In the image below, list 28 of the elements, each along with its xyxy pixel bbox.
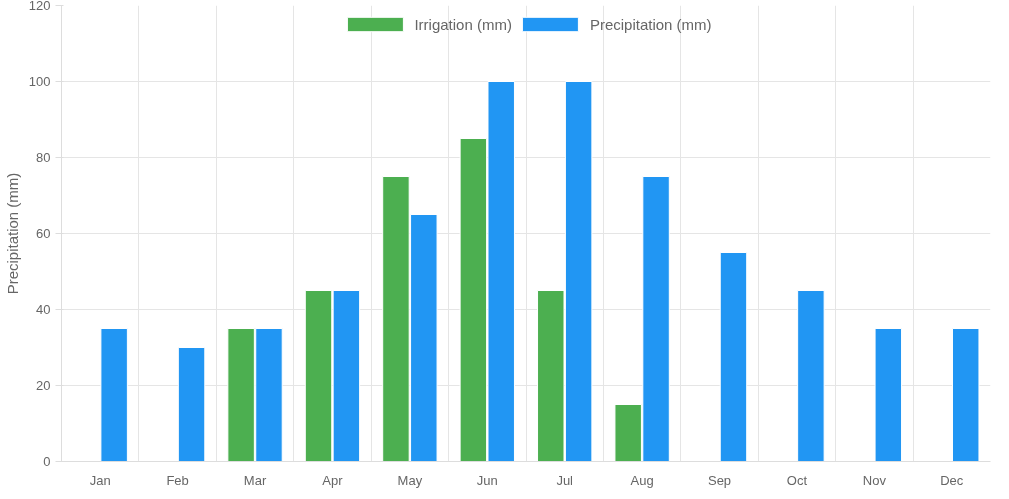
y-tick-label: 40 [36,302,51,317]
bar [874,328,903,462]
y-axis-title: Precipitation (mm) [3,172,21,295]
y-tick-label: 0 [43,454,51,469]
bar [100,328,128,462]
x-tick-label: Jul [556,472,574,488]
y-tick-label: 80 [36,150,51,165]
legend-label: Precipitation (mm) [589,15,712,33]
x-tick-label: Nov [862,472,887,488]
y-tick-label: 60 [36,226,51,241]
y-tick-label: 20 [36,378,51,393]
x-tick-label: Sep [707,472,732,488]
x-tick-label: Jan [89,472,111,488]
x-tick-label: May [397,472,423,488]
x-tick-label: Aug [630,472,654,488]
legend-label: Irrigation (mm) [414,15,512,33]
y-tick-label: 100 [28,74,51,89]
bar [177,347,206,462]
bar [951,328,980,462]
bar [797,290,825,462]
x-tick-label: Dec [940,472,964,488]
y-tick-label: 120 [28,0,51,13]
bar [719,252,748,462]
x-tick-label: Mar [243,472,267,488]
x-tick-label: Feb [166,472,189,488]
x-tick-label: Apr [322,472,344,488]
x-tick-label: Oct [786,472,808,488]
x-tick-label: Jun [476,472,498,488]
